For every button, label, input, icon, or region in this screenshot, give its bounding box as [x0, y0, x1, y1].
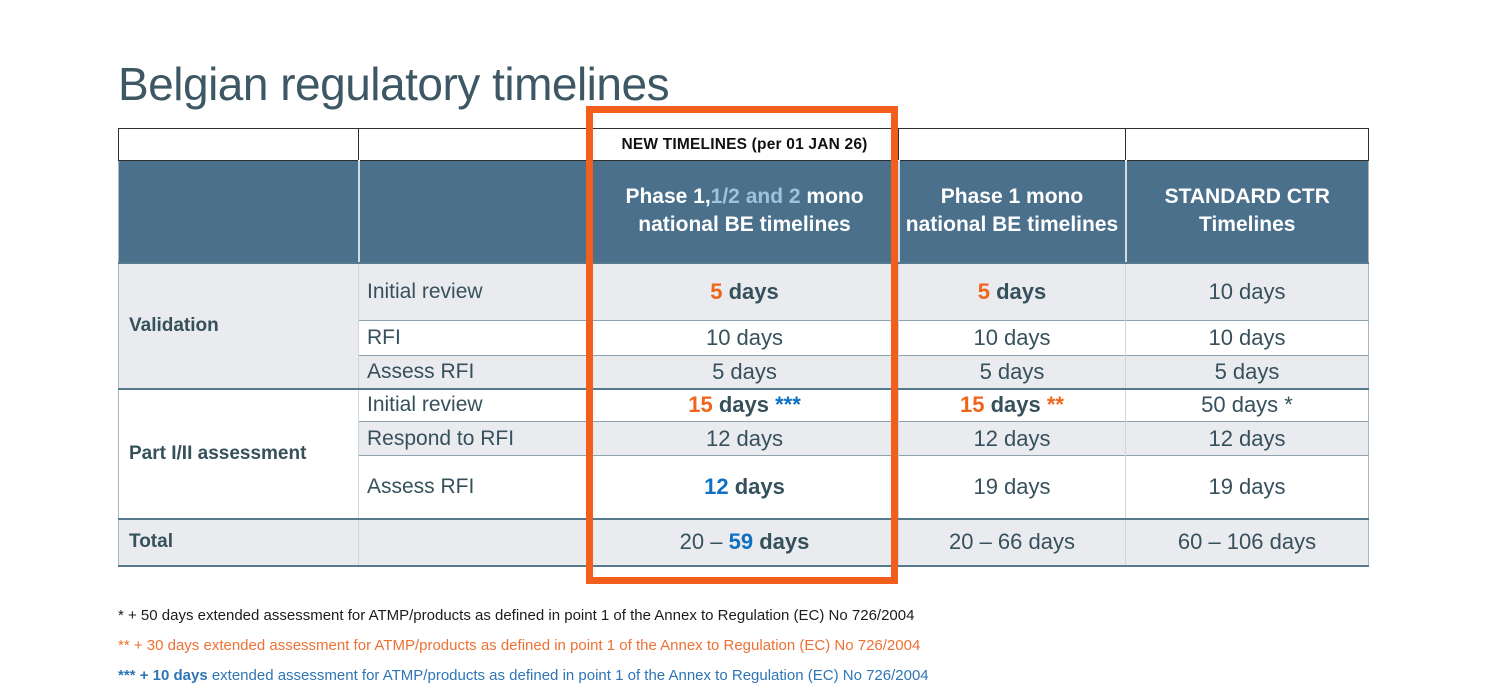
timeline-cell: 12 days: [590, 455, 899, 519]
banner-row: NEW TIMELINES (per 01 JAN 26): [118, 128, 1369, 161]
timeline-cell: 15 days ***: [590, 387, 899, 422]
timeline-cell: 12 days: [590, 421, 899, 456]
banner-cell-empty: [118, 128, 359, 161]
timeline-cell: 19 days: [898, 455, 1126, 519]
timeline-cell: 19 days: [1125, 455, 1369, 519]
column-header-phase1-mono: Phase 1 mono national BE timelines: [897, 160, 1126, 264]
step-label: Initial review: [358, 262, 591, 321]
banner-cell-empty: [898, 128, 1126, 161]
header-row: Phase 1,1/2 and 2 mono national BE timel…: [118, 160, 1369, 264]
total-cell-empty: [358, 517, 591, 567]
page-title: Belgian regulatory timelines: [118, 57, 670, 110]
banner-cell-empty: [358, 128, 591, 161]
step-label: Respond to RFI: [358, 421, 591, 456]
timeline-cell: 5 days: [898, 262, 1126, 321]
timeline-cell: 5 days: [898, 355, 1126, 389]
table-row: Validation Initial review 5 days 5 days …: [118, 262, 1369, 389]
total-row: Total 20 – 59 days 20 – 66 days 60 – 106…: [118, 517, 1369, 567]
step-label: Initial review: [358, 387, 591, 422]
total-cell: 20 – 59 days: [590, 517, 899, 567]
footnote-standard-ctr: * + 50 days extended assessment for ATMP…: [118, 607, 915, 624]
total-cell: 20 – 66 days: [898, 517, 1126, 567]
timeline-cell: 50 days *: [1125, 387, 1369, 422]
group-label-validation: Validation: [118, 262, 359, 389]
header-cell-empty: [118, 160, 359, 264]
footnotes: * + 50 days extended assessment for ATMP…: [118, 601, 929, 691]
total-label: Total: [118, 517, 359, 567]
timeline-cell: 15 days **: [898, 387, 1126, 422]
timeline-cell: 5 days: [1125, 355, 1369, 389]
timeline-cell: 10 days: [1125, 262, 1369, 321]
footnote-phase1-12-2: *** + 10 days extended assessment for AT…: [118, 667, 929, 684]
step-label: Assess RFI: [358, 455, 591, 519]
timeline-cell: 10 days: [590, 320, 899, 356]
new-timelines-banner: NEW TIMELINES (per 01 JAN 26): [590, 128, 899, 161]
timelines-table: NEW TIMELINES (per 01 JAN 26) Phase 1,1/…: [118, 128, 1369, 567]
column-header-standard-ctr: STANDARD CTR Timelines: [1124, 160, 1369, 264]
header-cell-empty: [357, 160, 591, 264]
step-label: Assess RFI: [358, 355, 591, 389]
timeline-cell: 12 days: [1125, 421, 1369, 456]
table-row: RFI 10 days 10 days 10 days: [119, 320, 1369, 356]
timeline-cell: 10 days: [1125, 320, 1369, 356]
step-label: RFI: [358, 320, 591, 356]
total-cell: 60 – 106 days: [1125, 517, 1369, 567]
timeline-cell: 5 days: [590, 355, 899, 389]
table-row: Respond to RFI 12 days 12 days 12 days: [119, 421, 1369, 456]
timeline-cell: 5 days: [590, 262, 899, 321]
banner-cell-empty: [1125, 128, 1369, 161]
table-row: Part I/II assessment Initial review 15 d…: [118, 387, 1369, 519]
table-row: Assess RFI 12 days 19 days 19 days: [119, 455, 1369, 519]
table-row: Assess RFI 5 days 5 days 5 days: [119, 355, 1369, 389]
timeline-cell: 12 days: [898, 421, 1126, 456]
column-header-phase1-12-2: Phase 1,1/2 and 2 mono national BE timel…: [589, 160, 899, 264]
group-label-part-assessment: Part I/II assessment: [118, 387, 359, 519]
timeline-cell: 10 days: [898, 320, 1126, 356]
footnote-phase1-mono: ** + 30 days extended assessment for ATM…: [118, 637, 921, 654]
